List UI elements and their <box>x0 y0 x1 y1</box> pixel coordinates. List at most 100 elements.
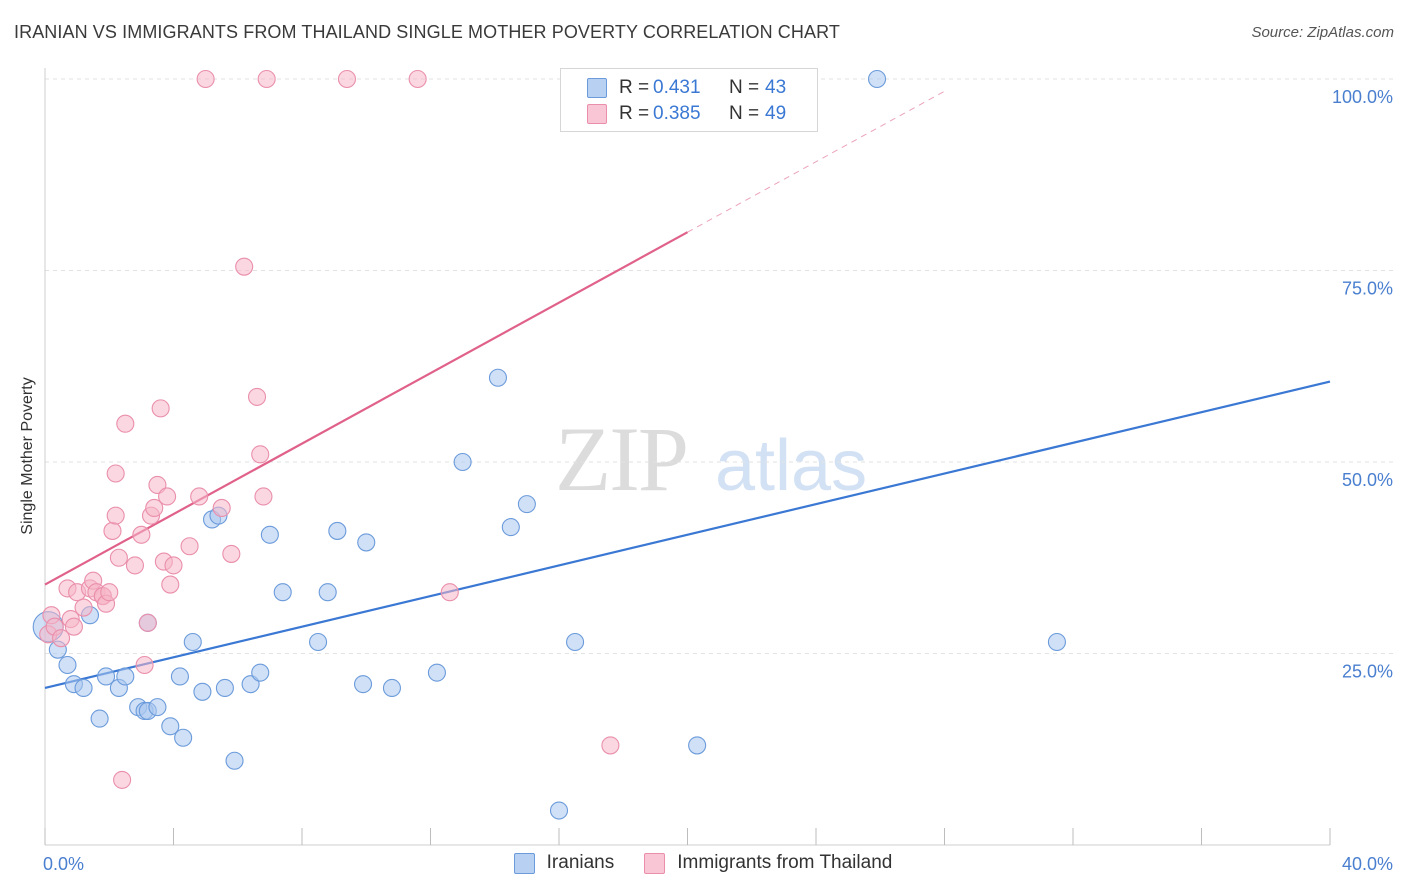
data-points <box>32 69 1066 820</box>
point-thailand <box>135 655 154 675</box>
point-thailand <box>251 445 270 464</box>
point-iranians <box>688 736 707 755</box>
series-label-iranians: Iranians <box>546 852 615 873</box>
point-thailand <box>254 487 273 506</box>
point-thailand <box>52 629 71 648</box>
legend-n-label: N = <box>729 77 760 98</box>
legend-n-value: 49 <box>765 103 787 124</box>
point-iranians <box>453 452 472 472</box>
point-iranians <box>170 667 189 686</box>
point-thailand <box>440 583 459 602</box>
series-legend: Iranians Immigrants from Thailand <box>0 852 1406 874</box>
y-tick-label: 100.0% <box>1332 87 1393 107</box>
y-tick-label: 50.0% <box>1342 470 1393 490</box>
point-iranians <box>382 678 402 698</box>
point-thailand <box>247 387 267 406</box>
point-iranians <box>501 518 520 537</box>
point-thailand <box>337 69 357 89</box>
point-thailand <box>116 414 135 433</box>
trend-line-iranians <box>44 380 1331 690</box>
point-iranians <box>215 678 234 698</box>
legend-swatch-iranians <box>587 78 607 98</box>
point-thailand <box>151 399 170 418</box>
point-thailand <box>164 556 183 575</box>
point-thailand <box>196 69 215 89</box>
point-thailand <box>64 617 83 636</box>
legend-r-label: R = <box>619 103 650 124</box>
axes <box>44 68 1330 846</box>
point-thailand <box>180 537 199 556</box>
point-iranians <box>183 632 202 652</box>
point-iranians <box>74 678 93 698</box>
point-thailand <box>601 736 620 755</box>
point-thailand <box>106 464 125 483</box>
point-iranians <box>116 667 135 686</box>
point-iranians <box>357 533 376 552</box>
point-iranians <box>517 495 536 514</box>
point-thailand <box>257 69 276 89</box>
point-thailand <box>161 575 180 594</box>
legend-r-label: R = <box>619 77 650 98</box>
stats-legend: R = 0.431 N = 43 R = 0.385 N = 49 <box>560 68 818 132</box>
point-iranians <box>273 583 292 602</box>
point-thailand <box>106 506 125 525</box>
point-iranians <box>488 368 508 387</box>
point-thailand <box>212 498 231 518</box>
point-thailand <box>100 583 119 602</box>
point-iranians <box>161 717 180 736</box>
point-iranians <box>427 663 446 682</box>
point-thailand <box>408 69 427 89</box>
point-iranians <box>58 655 77 675</box>
legend-n-label: N = <box>729 103 760 124</box>
point-iranians <box>318 583 337 602</box>
point-iranians <box>260 525 279 544</box>
point-thailand <box>109 548 128 567</box>
point-thailand <box>158 487 177 506</box>
point-thailand <box>74 598 93 617</box>
y-tick-label: 25.0% <box>1342 662 1393 682</box>
axis-ticks: 25.0% 50.0% 75.0% 100.0% 0.0% 40.0% <box>43 87 1393 874</box>
point-iranians <box>1047 632 1066 652</box>
point-iranians <box>549 801 569 820</box>
trend-line-thailand <box>44 231 689 586</box>
legend-swatch-thailand <box>587 104 607 124</box>
x-tick-label-min: 0.0% <box>43 854 84 874</box>
point-thailand <box>235 257 254 276</box>
source-credit: Source: ZipAtlas.com <box>1251 24 1394 41</box>
series-swatch-thailand <box>644 852 666 874</box>
point-iranians <box>867 69 887 89</box>
point-thailand <box>190 487 209 506</box>
legend-row-thailand: R = 0.385 N = 49 <box>587 102 786 126</box>
point-iranians <box>251 663 270 682</box>
watermark-atlas: atlas <box>715 426 867 506</box>
point-iranians <box>566 632 585 652</box>
point-thailand <box>138 613 157 632</box>
trend-lines <box>44 90 1331 690</box>
legend-row-iranians: R = 0.431 N = 43 <box>587 76 786 100</box>
point-iranians <box>90 709 109 728</box>
point-thailand <box>113 770 132 789</box>
watermark: ZIP atlas <box>555 408 867 510</box>
series-label-thailand: Immigrants from Thailand <box>677 852 893 873</box>
point-thailand <box>132 525 151 544</box>
point-thailand <box>222 544 241 563</box>
chart-title: IRANIAN VS IMMIGRANTS FROM THAILAND SING… <box>14 22 840 42</box>
trend-line-thailand-extension <box>687 90 945 233</box>
point-iranians <box>225 751 244 770</box>
point-thailand <box>125 556 144 575</box>
x-tick-label-max: 40.0% <box>1342 854 1393 874</box>
point-iranians <box>353 675 373 694</box>
series-legend-thailand: Immigrants from Thailand <box>644 852 892 874</box>
point-iranians <box>174 728 193 747</box>
point-iranians <box>148 698 167 717</box>
series-legend-iranians: Iranians <box>513 852 615 874</box>
point-iranians <box>309 632 328 652</box>
point-iranians <box>193 682 212 701</box>
point-iranians <box>96 667 116 686</box>
watermark-zip: ZIP <box>555 408 687 510</box>
legend-n-value: 43 <box>765 77 787 98</box>
point-thailand <box>103 521 122 540</box>
grid-lines <box>45 78 1394 654</box>
legend-r-value: 0.431 <box>653 77 701 98</box>
